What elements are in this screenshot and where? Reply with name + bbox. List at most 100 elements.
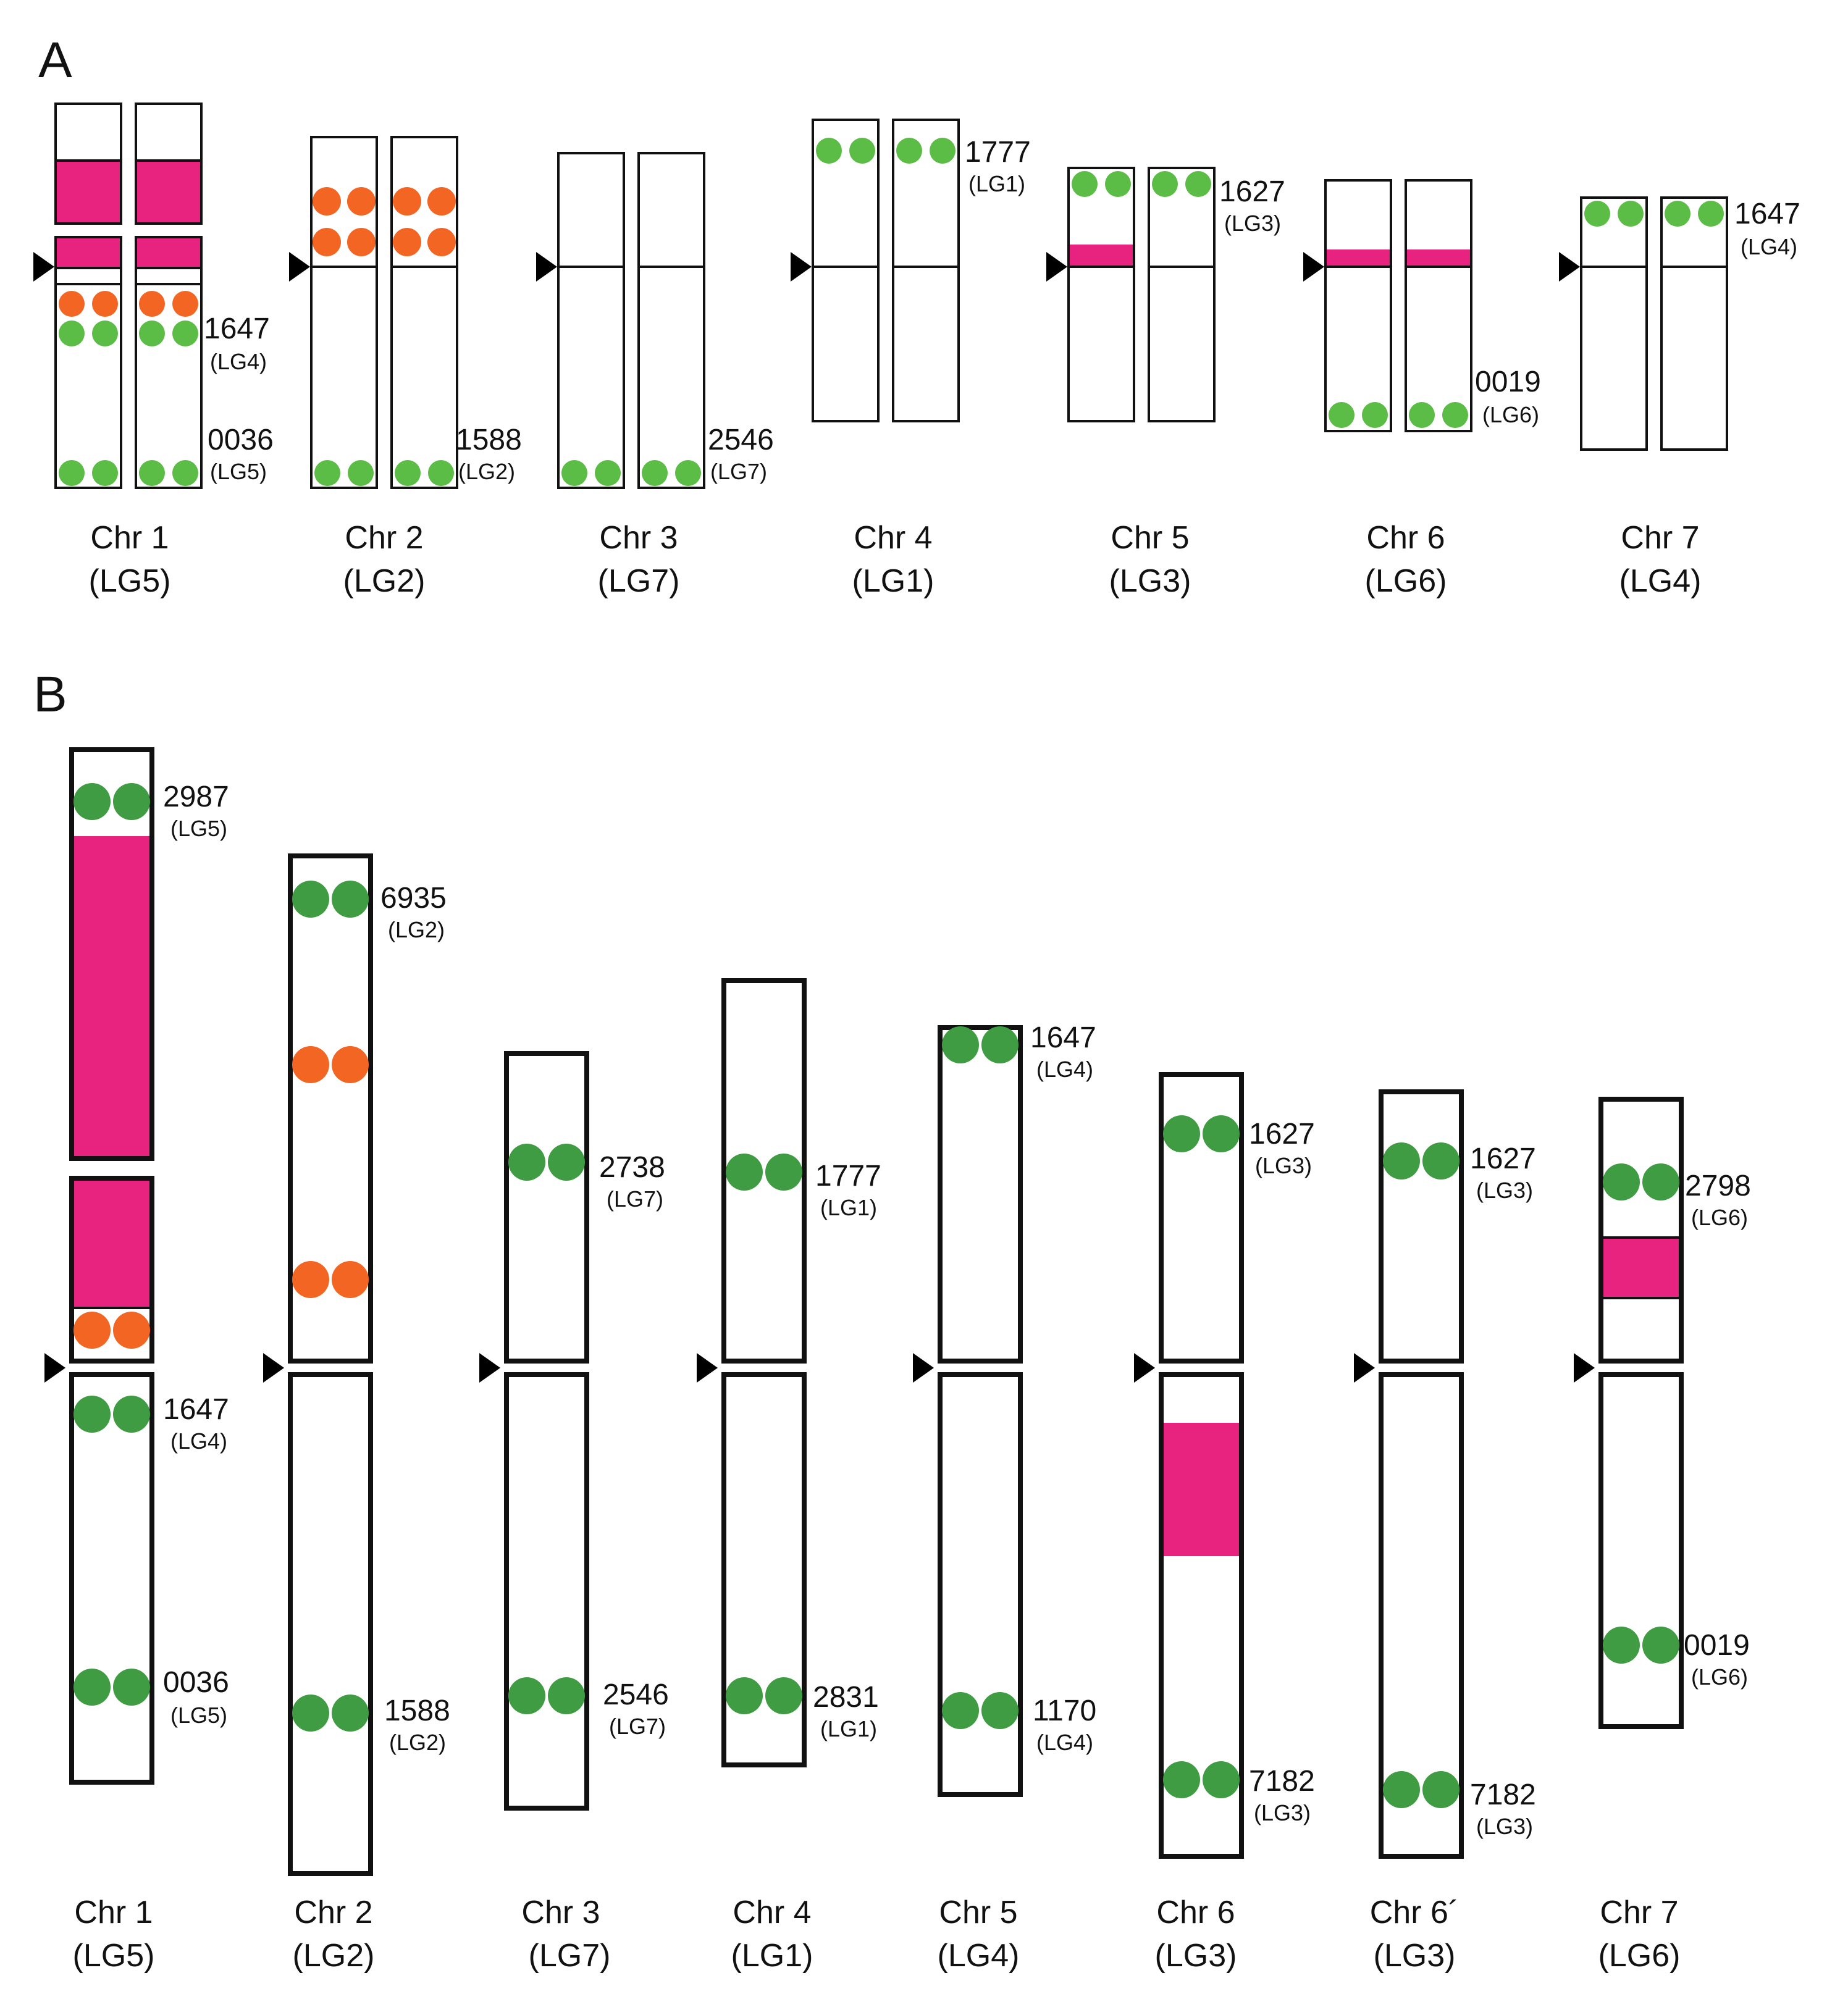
centromere-arrow (1559, 252, 1580, 282)
chromosome-short-arm (69, 747, 154, 1161)
chromosome-short-arm (1159, 1072, 1244, 1364)
chromosome-name: Chr 1 (74, 1895, 153, 1930)
marker-lg: (LG6) (1691, 1205, 1748, 1230)
centromere-arrow (1574, 1353, 1595, 1383)
panel-b-letter: B (33, 666, 67, 723)
marker-dot (548, 1677, 585, 1714)
marker-lg: (LG2) (389, 1730, 446, 1755)
chromosome-name: Chr 2 (294, 1895, 372, 1930)
centromere-arrow (289, 252, 310, 282)
marker-dot (1185, 171, 1211, 197)
marker-lg: (LG4) (1036, 1057, 1093, 1082)
marker-id: 1647 (163, 1393, 229, 1426)
chromosome-long-arm (1159, 1372, 1244, 1859)
marker-id: 1647 (1734, 198, 1800, 230)
chromosome-segment (69, 1176, 154, 1364)
rdna-locus-dot (139, 291, 165, 317)
marker-dot (139, 460, 165, 486)
marker-lg: (LG7) (609, 1714, 666, 1739)
chromosome-lg: (LG3) (1374, 1938, 1456, 1974)
rdna-locus-dot (92, 291, 118, 317)
chromosome-name: Chr 1 (90, 520, 169, 556)
rdna-locus-dot (347, 228, 376, 256)
heterochromatin-band (1406, 249, 1471, 267)
heterochromatin-band (1325, 249, 1391, 267)
marker-dot (1584, 201, 1610, 227)
chromatid (812, 119, 880, 422)
marker-dot (113, 1669, 150, 1706)
chromatid-long-arm (54, 283, 122, 489)
rdna-locus-dot (393, 228, 421, 256)
marker-lg: (LG5) (210, 459, 267, 484)
centromere-arrow (33, 252, 54, 282)
marker-dot (292, 881, 329, 918)
chromatid (557, 152, 625, 489)
heterochromatin-band (56, 161, 121, 224)
rdna-locus-dot (427, 228, 456, 256)
marker-dot (561, 460, 587, 486)
chromosome-name: Chr 4 (733, 1895, 811, 1930)
rdna-locus-dot (313, 187, 341, 216)
marker-lg: (LG1) (820, 1195, 877, 1220)
chromosome-name: Chr 3 (599, 520, 678, 556)
rdna-locus-dot (313, 228, 341, 256)
chromosome-lg: (LG7) (598, 563, 680, 599)
chromatid (390, 136, 458, 489)
chromatid (637, 152, 705, 489)
chromosome-lg: (LG2) (293, 1938, 375, 1974)
marker-dot (1603, 1163, 1640, 1200)
chromatid-top-cap (135, 103, 203, 162)
panel-a-letter: A (38, 32, 72, 88)
chromosome-lg: (LG7) (529, 1938, 611, 1974)
marker-dot (508, 1677, 545, 1714)
heterochromatin-band (1069, 245, 1134, 267)
marker-lg: (LG6) (1691, 1664, 1748, 1690)
centromere-arrow (1046, 252, 1067, 282)
marker-id: 7182 (1249, 1765, 1315, 1798)
heterochromatin-band (1161, 1423, 1241, 1556)
marker-lg: (LG4) (170, 1428, 227, 1454)
chromatid-segment (135, 159, 203, 225)
marker-id: 2798 (1685, 1170, 1751, 1202)
marker-dot (428, 460, 454, 486)
marker-id: 1627 (1470, 1142, 1536, 1175)
marker-dot (1698, 201, 1724, 227)
marker-dot (113, 1396, 150, 1433)
marker-id: 0036 (208, 424, 274, 456)
marker-lg: (LG1) (820, 1716, 877, 1741)
marker-dot (1203, 1761, 1240, 1798)
rdna-locus-dot (292, 1046, 329, 1083)
chromosome-long-arm (1598, 1372, 1684, 1729)
chromosome-long-arm (288, 1372, 373, 1876)
marker-lg: (LG4) (1741, 234, 1797, 259)
centromere-arrow (44, 1353, 65, 1383)
marker-dot (595, 460, 621, 486)
chromosome-long-arm (721, 1372, 807, 1767)
marker-id: 1627 (1249, 1118, 1315, 1150)
marker-dot (765, 1677, 802, 1714)
marker-lg: (LG3) (1476, 1814, 1533, 1839)
marker-lg: (LG1) (968, 171, 1025, 196)
chromosome-name: Chr 7 (1600, 1895, 1678, 1930)
marker-dot (1383, 1771, 1420, 1808)
marker-dot (1163, 1761, 1200, 1798)
chromosome-name: Chr 4 (854, 520, 932, 556)
marker-dot (1072, 171, 1098, 197)
marker-dot (942, 1026, 979, 1063)
marker-dot (1642, 1627, 1679, 1664)
marker-dot (1618, 201, 1644, 227)
chromosome-lg: (LG1) (852, 563, 934, 599)
marker-dot (172, 460, 198, 486)
chromosome-name: Chr 7 (1621, 520, 1699, 556)
marker-lg: (LG7) (607, 1186, 663, 1212)
marker-lg: (LG3) (1255, 1153, 1312, 1178)
marker-lg: (LG7) (710, 459, 767, 484)
marker-id: 2546 (603, 1678, 669, 1711)
chromatid-long-arm (135, 283, 203, 489)
rdna-locus-dot (172, 291, 198, 317)
marker-id: 1627 (1219, 175, 1285, 208)
marker-dot (1383, 1142, 1420, 1179)
chromosome-lg: (LG4) (938, 1938, 1020, 1974)
marker-dot (1422, 1771, 1460, 1808)
marker-dot (1152, 171, 1178, 197)
